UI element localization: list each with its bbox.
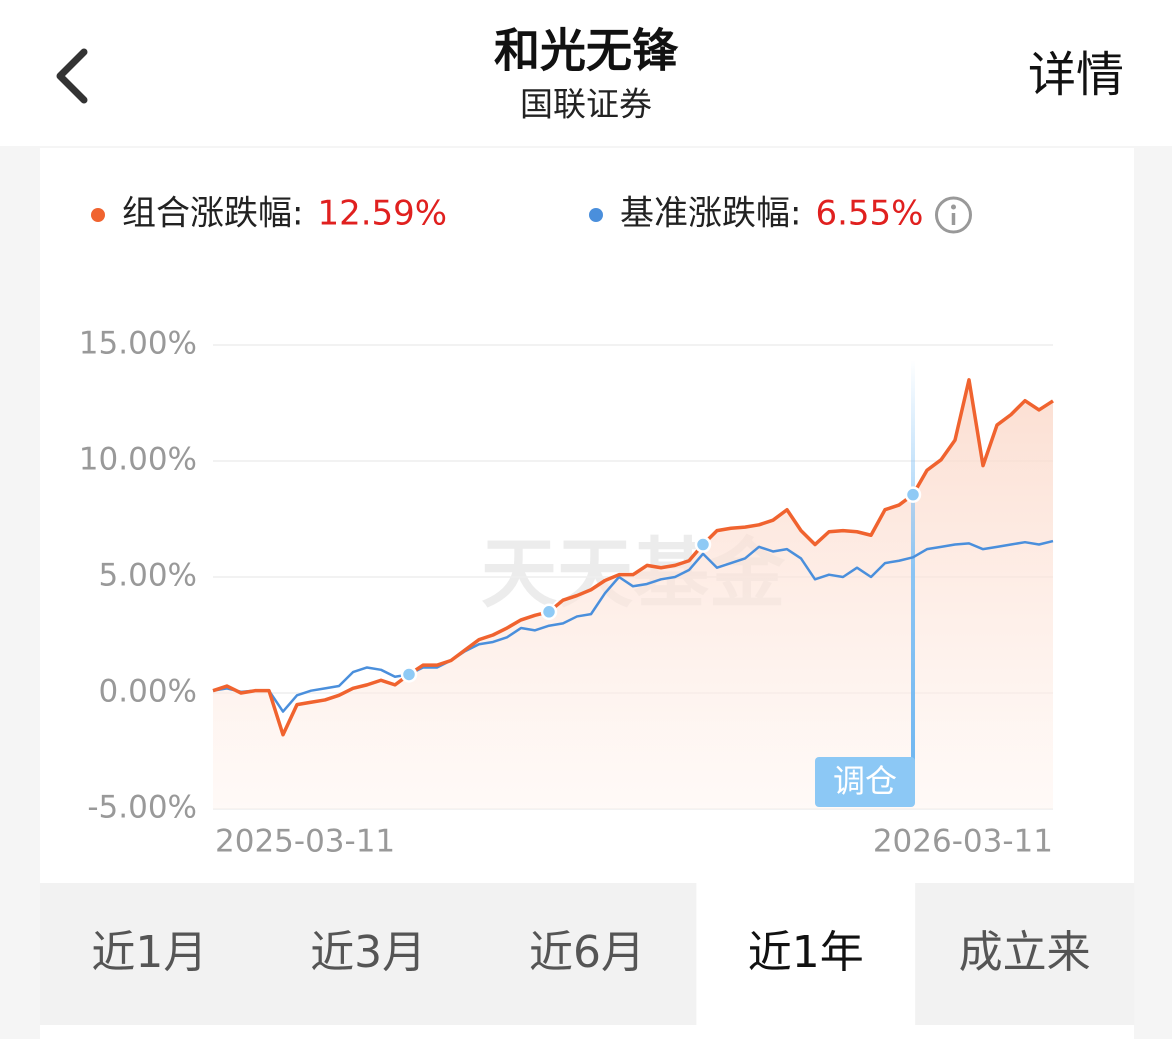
x-tick-label: 2026-03-11 — [873, 824, 1053, 860]
legend-value: 12.59% — [317, 194, 447, 234]
annotation-line — [911, 360, 915, 780]
tab-bg[interactable] — [258, 883, 479, 1025]
area-fill — [213, 379, 1053, 809]
title: 和光无锋 — [494, 24, 679, 78]
back-button[interactable] — [56, 48, 88, 104]
series-line — [212, 539, 1054, 713]
tabs: 近1月 近3月 近6月 近1年 成立来 — [40, 883, 1135, 1025]
detail-button[interactable]: 详情 — [1028, 47, 1124, 103]
legend-label: 基准涨跌幅: — [620, 194, 801, 234]
info-icon-dot — [950, 204, 956, 210]
chart: 组合涨跌幅: 12.59% 基准涨跌幅: 6.55%天天基金-5.00%0.00%5.… — [79, 194, 1054, 860]
tab-label[interactable]: 近3月 — [310, 927, 426, 978]
header-bg — [0, 0, 1172, 146]
y-tick-label: -5.00% — [87, 790, 197, 826]
tab-label[interactable]: 成立来 — [959, 927, 1091, 978]
rebalance-point[interactable] — [540, 603, 558, 621]
x-tick-label: 2025-03-11 — [215, 824, 395, 860]
rebalance-point[interactable] — [400, 666, 418, 683]
tab-label[interactable]: 近1年 — [748, 927, 864, 978]
annotation-label: 调仓 — [833, 762, 897, 800]
y-tick-label: 0.00% — [99, 674, 197, 710]
tab-label[interactable]: 近1月 — [91, 927, 207, 978]
rebalance-point[interactable] — [694, 536, 712, 553]
legend-dot — [91, 208, 105, 222]
y-tick-label: 5.00% — [99, 558, 197, 594]
annotation-box — [815, 757, 915, 807]
rebalance-point[interactable] — [904, 486, 922, 503]
legend-dot — [589, 208, 603, 222]
y-tick-label: 15.00% — [79, 326, 197, 362]
tab-label[interactable]: 近6月 — [529, 927, 645, 978]
subtitle: 国联证券 — [520, 85, 652, 124]
tab-bg[interactable] — [696, 883, 916, 1025]
tab-bg[interactable] — [40, 883, 260, 1025]
tab-bg[interactable] — [915, 883, 1135, 1025]
y-tick-label: 10.00% — [79, 442, 197, 478]
legend-label: 组合涨跌幅: — [122, 194, 303, 234]
legend-value: 6.55% — [815, 194, 923, 234]
tab-bg[interactable] — [477, 883, 697, 1025]
info-icon[interactable] — [934, 196, 972, 234]
